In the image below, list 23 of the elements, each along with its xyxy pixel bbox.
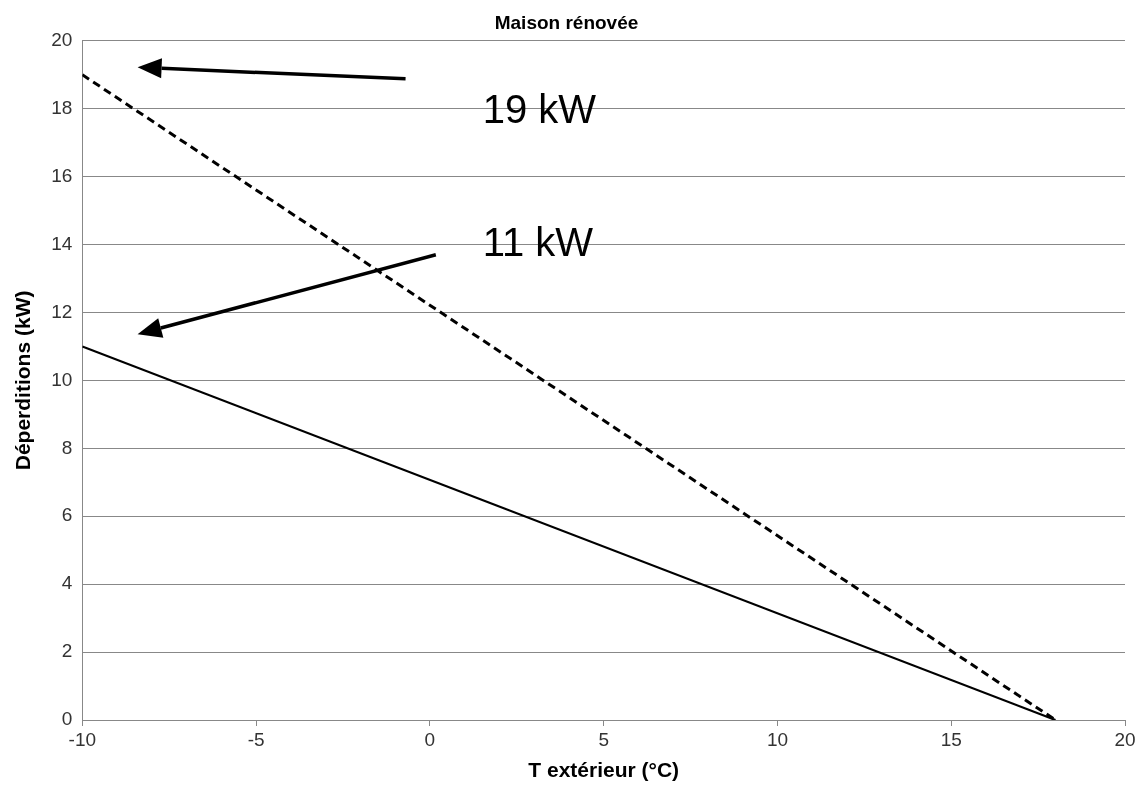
x-tick-label: 10 xyxy=(766,728,789,750)
annotation: 11 kW xyxy=(482,219,594,264)
y-tick-label: 6 xyxy=(61,504,73,526)
x-tick-label: 0 xyxy=(424,728,436,750)
chart-title: Maison rénovée xyxy=(494,11,639,33)
y-tick-label: 4 xyxy=(61,572,73,594)
x-tick-label: 15 xyxy=(940,728,962,750)
x-axis-title: T extérieur (°C) xyxy=(528,758,680,782)
y-tick-label: 14 xyxy=(51,232,73,254)
y-tick-label: 16 xyxy=(51,164,73,186)
y-tick-label: 8 xyxy=(61,436,73,458)
y-tick-label: 20 xyxy=(51,29,73,51)
y-tick-label: 10 xyxy=(51,368,73,390)
x-tick-label: -5 xyxy=(247,728,265,750)
y-tick-label: 2 xyxy=(61,640,73,662)
x-tick-label: 20 xyxy=(1114,728,1136,750)
x-tick-label: -10 xyxy=(68,728,97,750)
y-tick-label: 0 xyxy=(61,708,73,730)
y-axis-title: Déperditions (kW) xyxy=(11,290,35,471)
annotation: 19 kW xyxy=(482,87,597,132)
x-tick-label: 5 xyxy=(598,728,609,750)
y-tick-label: 18 xyxy=(51,96,73,118)
y-tick-label: 12 xyxy=(51,300,73,322)
